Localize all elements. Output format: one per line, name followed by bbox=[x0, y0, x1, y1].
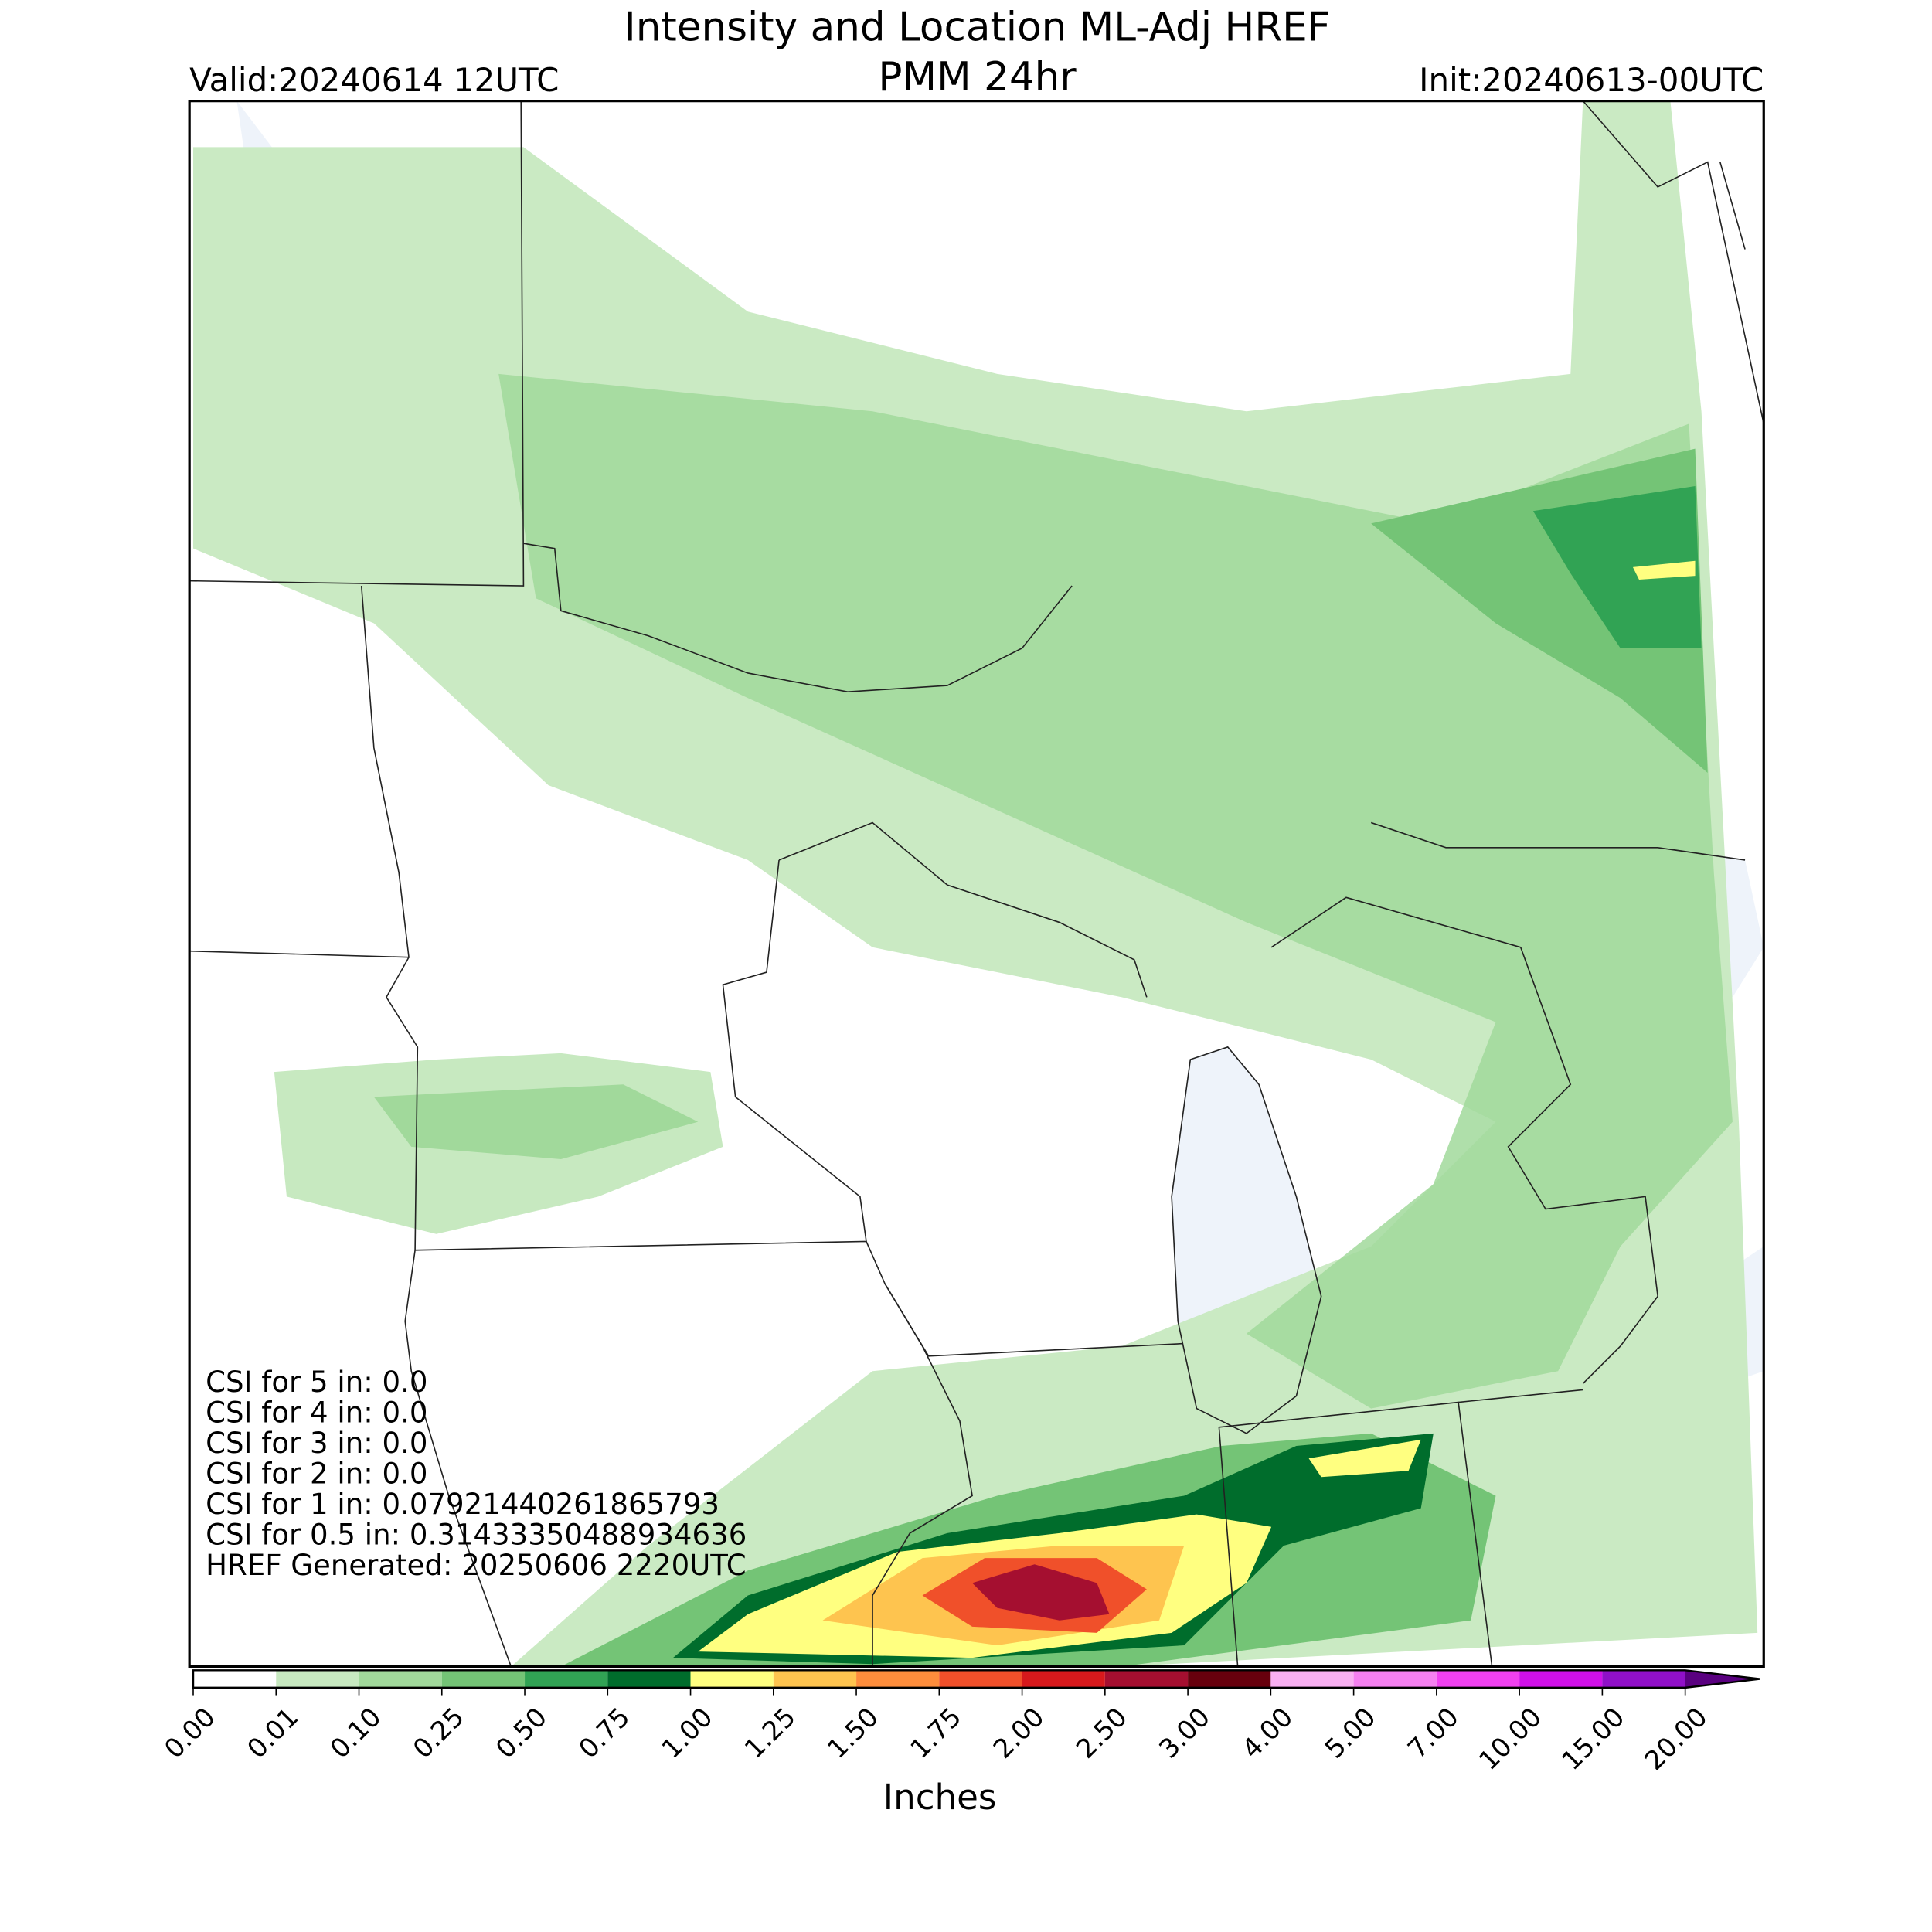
colorbar-segment bbox=[1188, 1670, 1271, 1688]
colorbar-segment bbox=[607, 1670, 691, 1688]
map-frame bbox=[188, 100, 1765, 1668]
subtitle: PMM 24hr bbox=[878, 54, 1077, 100]
colorbar-tick-label: 0.25 bbox=[407, 1702, 470, 1764]
colorbar-segment bbox=[1436, 1670, 1520, 1688]
colorbar-tick-label: 2.50 bbox=[1070, 1702, 1133, 1764]
colorbar-tick-label: 1.50 bbox=[821, 1702, 884, 1764]
colorbar-tick-label: 0.00 bbox=[158, 1702, 221, 1764]
colorbar-tick-label: 20.00 bbox=[1639, 1702, 1713, 1776]
colorbar-tick-label: 2.00 bbox=[988, 1702, 1050, 1764]
precip-moderate bbox=[373, 1084, 699, 1159]
colorbar-tick-label: 5.00 bbox=[1319, 1702, 1382, 1764]
colorbar-tick-label: 1.00 bbox=[656, 1702, 719, 1764]
colorbar-segment bbox=[856, 1670, 940, 1688]
border-line bbox=[1582, 100, 1764, 424]
colorbar-label: Inches bbox=[883, 1777, 997, 1818]
colorbar-segment bbox=[773, 1670, 857, 1688]
colorbar-outline bbox=[192, 1669, 1760, 1689]
precip-heavy bbox=[1532, 486, 1702, 648]
csi-line: CSI for 3 in: 0.0 bbox=[206, 1427, 427, 1460]
colorbar-tick-label: 0.75 bbox=[573, 1702, 635, 1764]
colorbar-segment bbox=[276, 1670, 359, 1688]
colorbar-tick-label: 3.00 bbox=[1153, 1702, 1216, 1764]
colorbar-segment bbox=[690, 1670, 774, 1688]
colorbar-segment bbox=[1519, 1670, 1603, 1688]
csi-line: CSI for 1 in: 0.07921440261865793 bbox=[206, 1488, 719, 1521]
init-time: Init:20240613-00UTC bbox=[1419, 61, 1764, 99]
border-line bbox=[722, 821, 1148, 1242]
border-line bbox=[189, 100, 1073, 692]
colorbar: 0.00 0.01 0.10 0.25 0.50 0.75 1.00 1.25 1.50 1.75… bbox=[158, 1669, 1760, 1776]
precip-moderate bbox=[498, 373, 1733, 1409]
colorbar-segment bbox=[1270, 1670, 1354, 1688]
border-line bbox=[872, 1283, 1583, 1667]
colorbar-tick-label: 7.00 bbox=[1402, 1702, 1464, 1764]
colorbar-tick-label: 4.00 bbox=[1236, 1702, 1299, 1764]
colorbar-segment bbox=[1602, 1670, 1685, 1688]
colorbar-segment bbox=[525, 1670, 608, 1688]
colorbar-tick-label: 1.75 bbox=[905, 1702, 968, 1764]
csi-line: CSI for 0.5 in: 0.31433350488934636 bbox=[206, 1518, 747, 1551]
colorbar-tick-label: 1.25 bbox=[739, 1702, 801, 1764]
colorbar-segment bbox=[1104, 1670, 1189, 1688]
colorbar-segment bbox=[939, 1670, 1022, 1688]
colorbar-segment bbox=[441, 1670, 526, 1688]
colorbar-segment bbox=[193, 1670, 277, 1688]
csi-line: HREF Generated: 20250606 2220UTC bbox=[206, 1549, 747, 1582]
valid-time: Valid:20240614 12UTC bbox=[189, 61, 559, 99]
title: Intensity and Location ML-Adj HREF bbox=[624, 5, 1331, 51]
colorbar-segment bbox=[359, 1670, 442, 1688]
colorbar-segment bbox=[1022, 1670, 1105, 1688]
colorbar-tick-label: 15.00 bbox=[1556, 1702, 1630, 1776]
csi-line: CSI for 2 in: 0.0 bbox=[206, 1457, 427, 1490]
colorbar-tick-label: 0.10 bbox=[325, 1702, 387, 1764]
colorbar-tick-label: 0.50 bbox=[490, 1702, 553, 1764]
colorbar-tick-label: 0.01 bbox=[241, 1702, 304, 1764]
colorbar-extension bbox=[1685, 1670, 1760, 1688]
border-line bbox=[1171, 821, 1746, 1434]
map-area bbox=[189, 100, 1764, 1667]
colorbar-segment bbox=[1353, 1670, 1437, 1688]
csi-line: CSI for 4 in: 0.0 bbox=[206, 1396, 427, 1429]
csi-line: CSI for 5 in: 0.0 bbox=[206, 1366, 427, 1399]
colorbar-tick-label: 10.00 bbox=[1473, 1702, 1547, 1776]
precip-extreme bbox=[972, 1564, 1110, 1621]
